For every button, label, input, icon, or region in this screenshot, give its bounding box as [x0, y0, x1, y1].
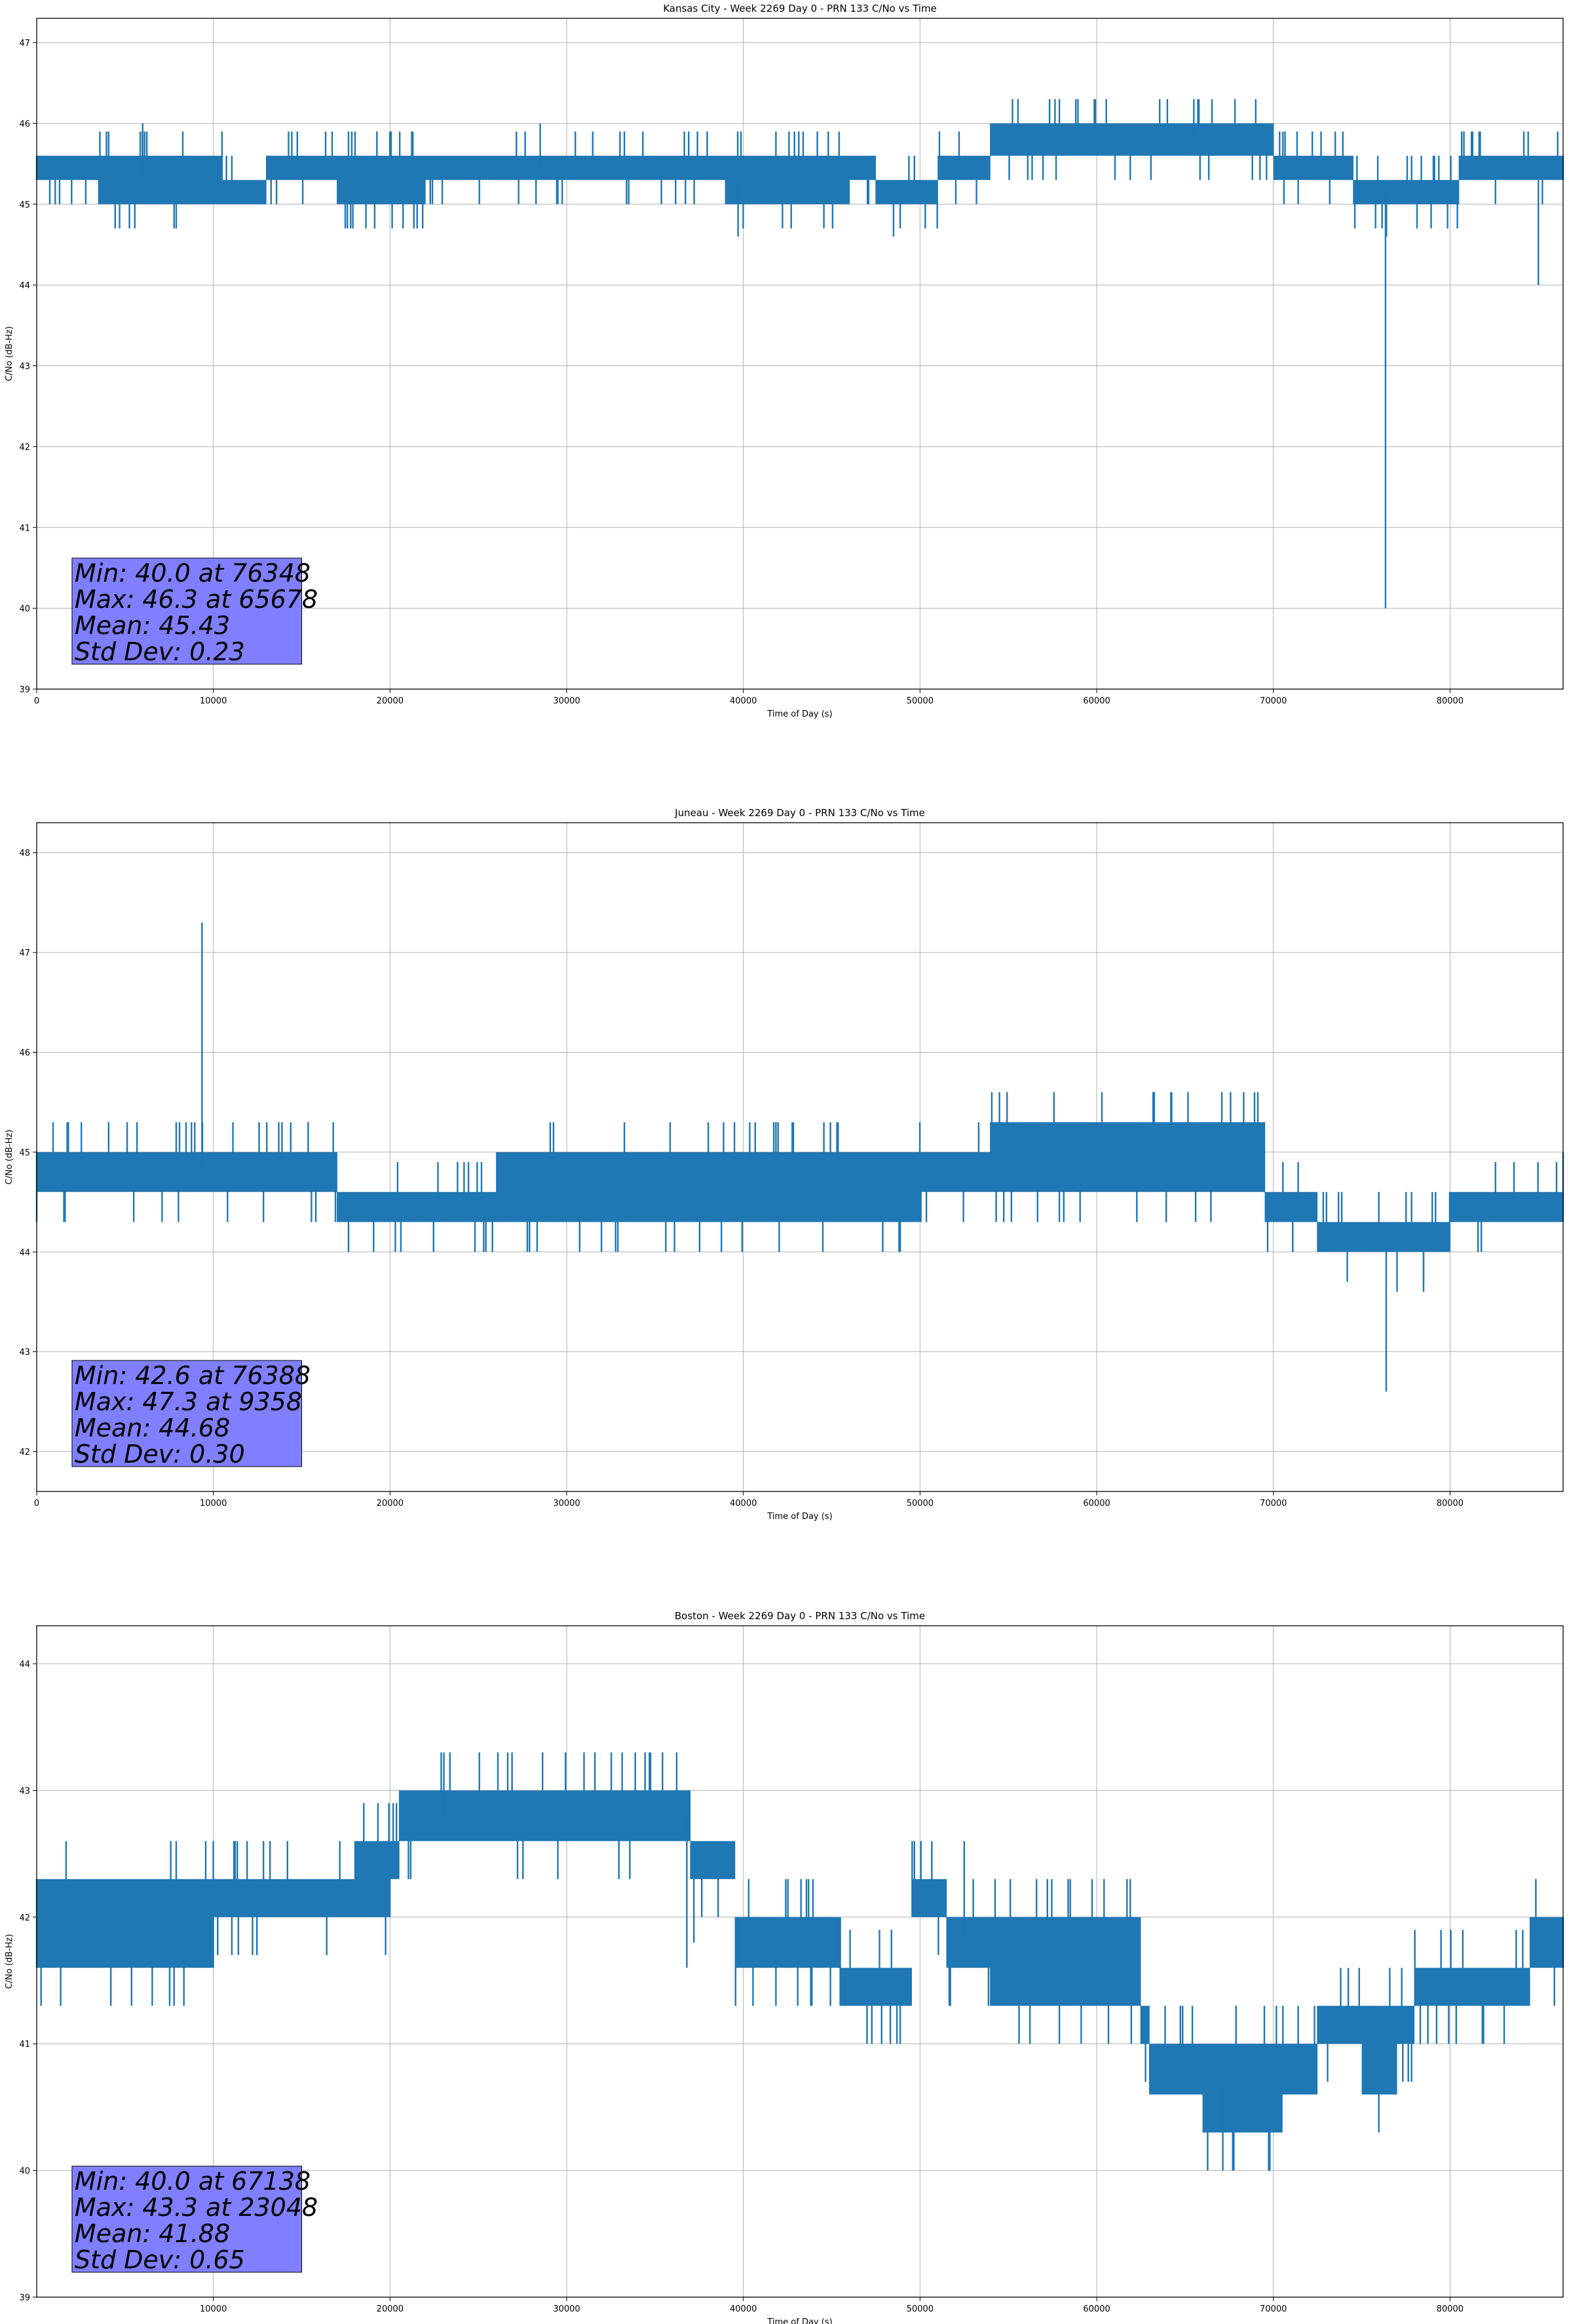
- chart-title: Kansas City - Week 2269 Day 0 - PRN 133 …: [663, 3, 937, 14]
- y-tick-label: 47: [19, 948, 30, 958]
- stats-box: [71, 2165, 303, 2273]
- x-tick-label: 50000: [907, 696, 934, 706]
- stats-line: Min: 40.0 at 67138: [75, 2167, 311, 2196]
- y-tick-label: 46: [19, 119, 30, 129]
- y-axis-label: C/No (dB-Hz): [5, 1934, 14, 1989]
- stats-line: Max: 43.3 at 23048: [75, 2193, 318, 2222]
- stats-line: Std Dev: 0.30: [75, 1440, 245, 1469]
- y-tick-label: 40: [19, 605, 30, 614]
- stats-line: Min: 42.6 at 76388: [75, 1361, 311, 1390]
- x-tick-label: 30000: [553, 1499, 580, 1509]
- y-tick-label: 43: [19, 1348, 30, 1358]
- y-tick-label: 40: [19, 2167, 30, 2177]
- chart-panel-2: 0 10000 20000 30000 40000 50000 60000 70000 8000…: [5, 807, 1564, 1522]
- y-tick-label: 39: [19, 685, 30, 695]
- y-axis-label: C/No (dB-Hz): [5, 1130, 14, 1185]
- y-tick-label: 44: [19, 1248, 30, 1258]
- y-tick-label: 44: [19, 1660, 30, 1670]
- x-tick-label: 60000: [1083, 696, 1110, 706]
- x-tick-label: 10000: [200, 2304, 227, 2314]
- plot-frame: [36, 18, 1564, 690]
- y-tick-label: 43: [19, 1786, 30, 1796]
- x-tick-label: 80000: [1437, 696, 1464, 706]
- x-tick-label: 50000: [907, 1499, 934, 1509]
- y-tick-label: 42: [19, 1448, 30, 1457]
- x-axis-label: Time of Day (s): [766, 2317, 832, 2324]
- y-tick-label: 42: [19, 1913, 30, 1923]
- stats-box: [71, 1360, 303, 1467]
- x-tick-label: 30000: [553, 2304, 580, 2314]
- y-tick-label: 45: [19, 1148, 30, 1158]
- stats-line: Mean: 44.68: [75, 1414, 230, 1442]
- series-line: [35, 1092, 1564, 1282]
- chart-panel-3: 10000 20000 30000 40000 50000 60000 70000 80000…: [5, 1610, 1564, 2324]
- y-tick-label: 39: [19, 2293, 30, 2303]
- plot-frame: [36, 822, 1564, 1492]
- x-tick-label: 20000: [377, 2304, 404, 2314]
- chart-title: Boston - Week 2269 Day 0 - PRN 133 C/No …: [675, 1610, 925, 1622]
- stats-line: Std Dev: 0.65: [75, 2245, 245, 2274]
- stats-line: Std Dev: 0.23: [75, 637, 245, 666]
- y-tick-label: 44: [19, 281, 30, 291]
- x-tick-label: 10000: [200, 696, 227, 706]
- x-tick-label: 0: [34, 696, 39, 706]
- stats-line: Max: 46.3 at 65678: [75, 585, 318, 614]
- x-tick-label: 0: [34, 1499, 39, 1509]
- x-tick-label: 30000: [553, 696, 580, 706]
- x-tick-label: 80000: [1437, 1499, 1464, 1509]
- y-tick-label: 41: [19, 523, 30, 533]
- x-tick-label: 70000: [1260, 2304, 1287, 2314]
- x-tick-label: 70000: [1260, 1499, 1287, 1509]
- stats-line: Mean: 45.43: [75, 611, 230, 640]
- y-tick-label: 41: [19, 2040, 30, 2050]
- x-tick-label: 20000: [377, 1499, 404, 1509]
- x-tick-label: 50000: [907, 2304, 934, 2314]
- x-tick-label: 40000: [730, 1499, 757, 1509]
- y-tick-label: 42: [19, 443, 30, 453]
- x-tick-label: 10000: [200, 1499, 227, 1509]
- series-line: [35, 99, 1564, 229]
- x-axis-label: Time of Day (s): [766, 709, 832, 719]
- y-tick-label: 48: [19, 849, 30, 859]
- x-axis-label: Time of Day (s): [766, 1512, 832, 1522]
- x-tick-label: 60000: [1083, 2304, 1110, 2314]
- series-line: [35, 1752, 1564, 2171]
- x-tick-label: 70000: [1260, 696, 1287, 706]
- chart-title: Juneau - Week 2269 Day 0 - PRN 133 C/No …: [674, 807, 925, 819]
- stats-line: Max: 47.3 at 9358: [75, 1387, 302, 1416]
- x-tick-label: 60000: [1083, 1499, 1110, 1509]
- stats-line: Mean: 41.88: [75, 2219, 230, 2248]
- chart-panel-1: 0 10000 20000 30000 40000 50000 60000 70000 8000…: [5, 3, 1564, 719]
- y-axis-label: C/No (dB-Hz): [5, 326, 14, 381]
- x-tick-label: 80000: [1437, 2304, 1464, 2314]
- y-tick-label: 46: [19, 1048, 30, 1058]
- y-tick-label: 45: [19, 200, 30, 210]
- x-tick-label: 40000: [730, 2304, 757, 2314]
- plot-frame: [36, 1625, 1564, 2298]
- y-tick-label: 47: [19, 39, 30, 48]
- x-tick-label: 40000: [730, 696, 757, 706]
- stats-box: [71, 557, 303, 665]
- y-tick-label: 43: [19, 362, 30, 372]
- x-tick-label: 20000: [377, 696, 404, 706]
- stats-line: Min: 40.0 at 76348: [75, 559, 311, 588]
